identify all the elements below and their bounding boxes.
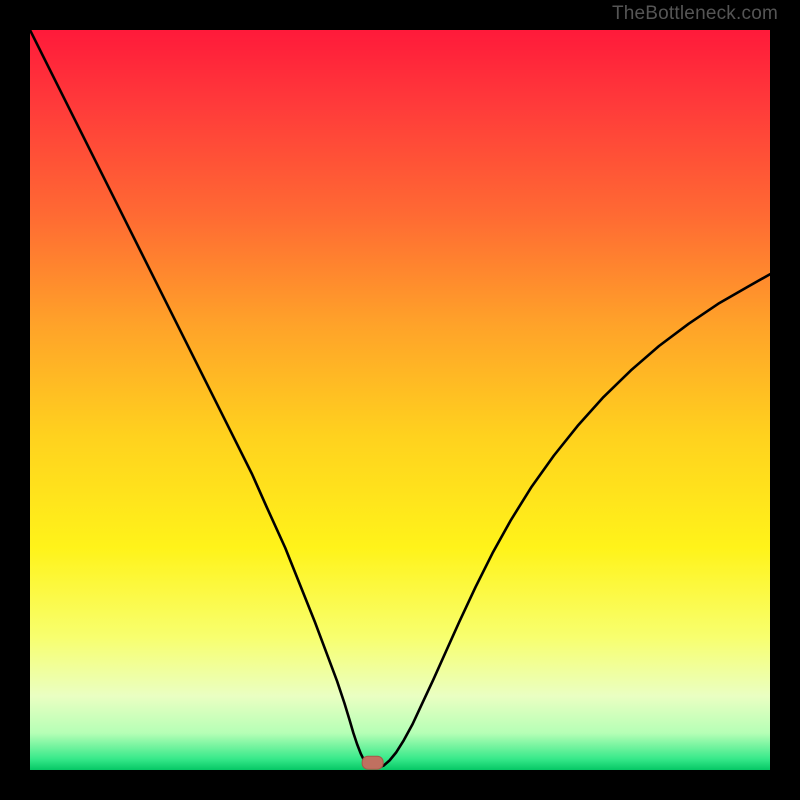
optimal-marker — [361, 755, 384, 770]
curve-layer — [30, 30, 770, 770]
plot-area — [30, 30, 770, 770]
watermark-text: TheBottleneck.com — [612, 3, 778, 25]
bottleneck-curve — [30, 30, 770, 768]
chart-frame: TheBottleneck.com — [0, 0, 800, 800]
